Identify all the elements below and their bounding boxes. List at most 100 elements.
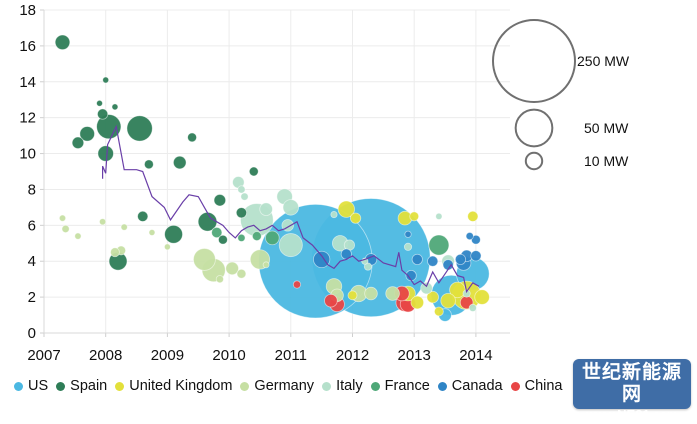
bubble-spain [71,136,85,149]
bubble-germany [225,261,239,276]
legend-label: Italy [336,378,363,394]
bubble-germany [99,218,107,226]
legend-dot-icon [240,381,250,391]
bubble-spain [187,132,197,143]
legend-dot-icon [510,381,520,391]
bubble-united-kingdom [349,212,362,224]
bubble-canada [411,253,423,266]
legend-item-italy[interactable]: Italy [322,378,363,394]
bubble-italy [330,210,338,219]
y-tick-label: 0 [28,325,36,342]
bubble-germany [74,232,82,240]
x-tick-label: 2011 [275,347,307,364]
x-tick-label: 2008 [89,347,122,364]
bubble-spain [96,99,103,107]
legend-dot-icon [56,381,66,391]
bubble-canada [313,250,331,269]
legend-label: Spain [70,378,108,394]
y-tick-label: 4 [28,253,36,270]
axes: 0 2 4 6 8 10 12 14 16 18 2007 2008 2009 2010 2011 2012 2… [19,2,510,364]
y-tick-label: 18 [19,2,36,19]
legend-label: Germany [254,378,315,394]
bubble-spain [218,234,228,245]
x-tick-label: 2012 [336,347,369,364]
legend-item-china[interactable]: China [510,378,562,394]
bubble-france [251,231,262,241]
bubble-italy [435,212,443,220]
trend-line-group [101,124,480,294]
bubble-china [292,280,302,289]
size-legend-label: 250 MW [577,53,630,69]
y-tick-label: 2 [28,289,36,306]
bubble-spain [172,155,187,170]
trend-line [101,124,480,294]
y-tick-label: 14 [19,74,36,91]
legend-item-spain[interactable]: Spain [56,378,107,394]
bubble-italy [420,281,433,295]
bubble-spain [164,224,183,244]
bubble-spain [97,108,109,120]
legend-dot-icon [370,381,380,391]
bubble-germany [58,214,67,222]
watermark-url-brand: NE21 [617,407,650,422]
bubble-chart: 0 2 4 6 8 10 12 14 16 18 2007 2008 2009 2010 2011 2012 2… [19,2,630,364]
bubble-united-kingdom [467,210,479,222]
bubble-germany [385,286,400,301]
bubble-france [211,226,223,239]
x-tick-label: 2009 [151,347,184,364]
legend-item-united-kingdom[interactable]: United Kingdom [115,378,232,394]
legend-item-france[interactable]: France [370,378,430,394]
x-tick-label: 2014 [459,347,492,364]
watermark-url-suffix: .com [649,407,678,422]
legend-label: Canada [451,378,503,394]
watermark-url-prefix: www. [586,407,618,422]
legend-dot-icon [115,381,125,391]
bubble-spain [248,166,259,177]
legend-label: United Kingdom [129,378,233,394]
bubble-canada [454,253,467,266]
bubble-united-kingdom [337,200,355,218]
watermark-logo: 世纪新能源网 www.NE21.com [573,359,691,422]
bubble-canada [470,250,482,262]
bubble-spain [213,194,227,207]
size-legend: 250 MW 50 MW 10 MW [492,19,630,171]
bubble-spain [126,115,153,142]
bubble-germany [110,247,120,258]
legend: US Spain United Kingdom Germany Italy France C… [14,378,570,394]
bubble-united-kingdom [426,290,439,304]
bubble-spain [235,207,248,219]
legend-label: US [28,378,49,394]
size-legend-label: 50 MW [584,120,629,136]
size-legend-circle [492,19,576,103]
bubble-spain [97,145,114,162]
bubble-united-kingdom [409,211,420,222]
bubbles [54,34,490,322]
bubble-spain [102,76,110,84]
y-tick-label: 16 [19,38,36,55]
watermark-title: 世纪新能源网 [581,362,682,405]
bubble-united-kingdom [440,292,456,309]
bubble-united-kingdom [433,306,444,317]
bubble-germany [148,229,156,236]
bubble-germany [120,223,128,231]
legend-item-germany[interactable]: Germany [240,378,314,394]
watermark-url: www.NE21.com [573,406,691,424]
bubble-germany [61,224,70,233]
bubble-italy [259,202,273,216]
bubble-canada [404,230,412,238]
bubble-spain [143,159,154,170]
legend-dot-icon [14,381,23,391]
legend-dot-icon [437,381,447,391]
bubble-spain [79,126,95,142]
x-tick-label: 2013 [398,347,431,364]
bubble-china [324,293,338,308]
bubble-spain [96,114,122,140]
legend-item-us[interactable]: US [14,378,48,394]
legend-item-canada[interactable]: Canada [437,378,503,394]
x-tick-label: 2007 [27,347,60,364]
bubble-spain [137,210,149,222]
bubble-germany [215,275,224,284]
bubble-italy [282,199,299,216]
y-tick-label: 8 [28,181,36,198]
bubble-germany [262,261,270,269]
